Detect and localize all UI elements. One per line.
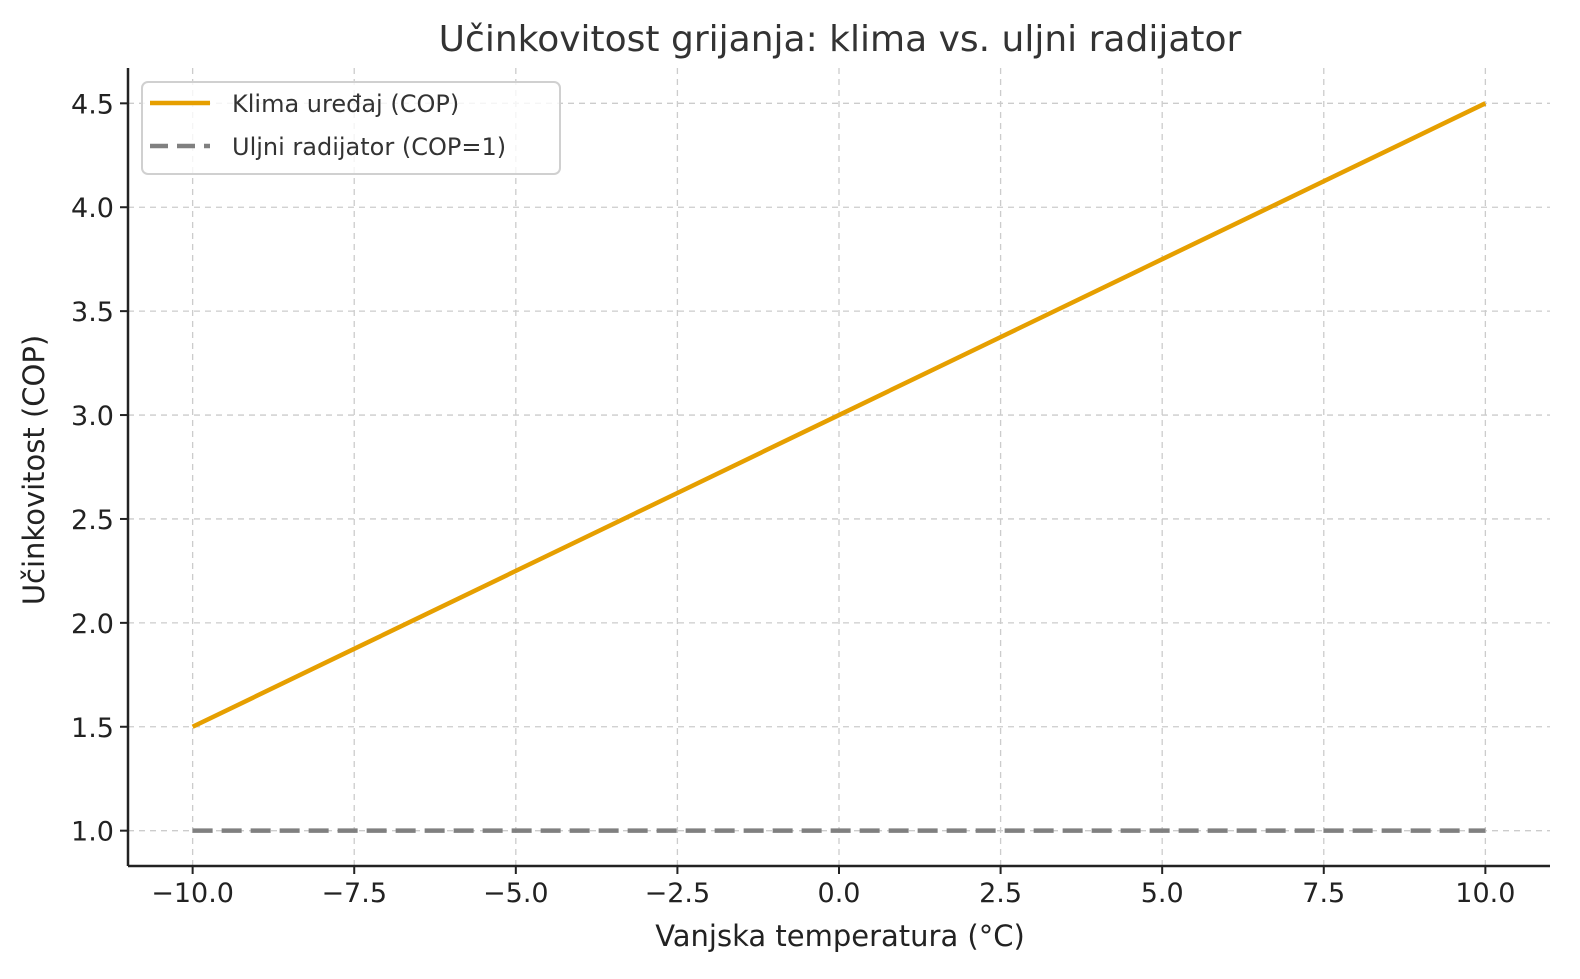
x-tick-label: 10.0: [1455, 878, 1515, 909]
x-tick-label: 2.5: [979, 878, 1022, 909]
x-tick-label: 7.5: [1302, 878, 1345, 909]
y-tick-label: 1.5: [71, 713, 114, 744]
legend-label-klima: Klima uređaj (COP): [232, 90, 459, 118]
x-axis-label: Vanjska temperatura (°C): [655, 919, 1025, 953]
y-tick-label: 1.0: [71, 817, 114, 848]
legend: Klima uređaj (COP) Uljni radijator (COP=…: [141, 81, 561, 175]
y-tick-label: 4.0: [71, 193, 114, 224]
x-tick-label: −10.0: [151, 878, 234, 909]
series-line-0: [191, 101, 1487, 729]
y-tick-label: 2.0: [71, 609, 114, 640]
y-tick-label: 2.5: [71, 505, 114, 536]
legend-label-radijator: Uljni radijator (COP=1): [232, 133, 506, 161]
x-tick-label: 5.0: [1141, 878, 1184, 909]
series: [191, 101, 1487, 833]
x-tick-label: 0.0: [818, 878, 861, 909]
x-tick-label: −2.5: [645, 878, 711, 909]
y-tick-label: 3.5: [71, 297, 114, 328]
chart-title: Učinkovitost grijanja: klima vs. uljni r…: [439, 19, 1242, 60]
axes: [120, 68, 1550, 874]
y-tick-label: 4.5: [71, 89, 114, 120]
y-axis-label: Učinkovitost (COP): [17, 335, 51, 605]
y-tick-label: 3.0: [71, 401, 114, 432]
legend-box: [141, 81, 561, 175]
grid: [128, 68, 1550, 866]
tick-labels: −10.0 −7.5 −5.0 −2.5 0.0 2.5 5.0 7.5 10.0 1.0 1.5 2…: [71, 89, 1515, 909]
x-tick-label: −7.5: [321, 878, 387, 909]
x-tick-label: −5.0: [483, 878, 549, 909]
